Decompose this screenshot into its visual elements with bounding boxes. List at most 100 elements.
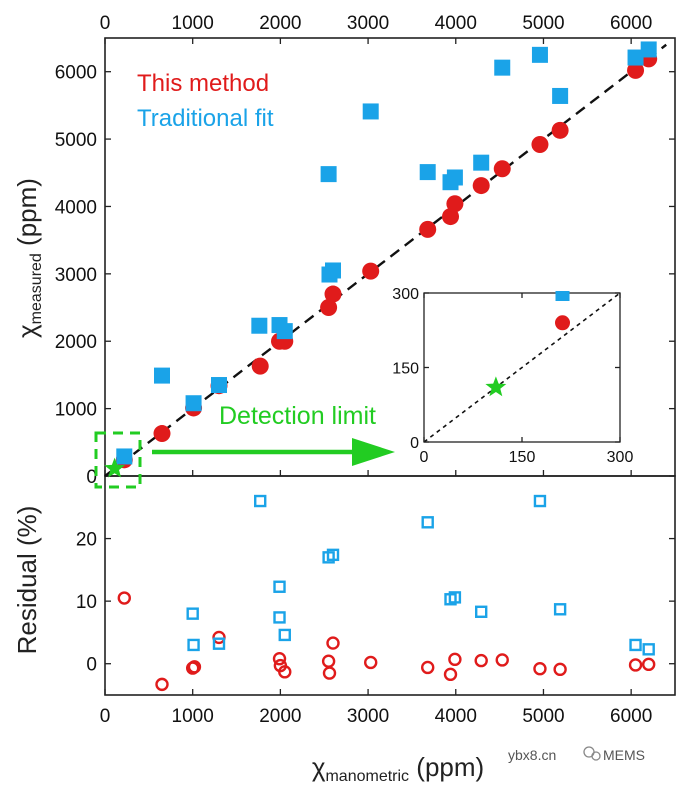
inset-content: 0 150 300 0 150 300 (392, 286, 633, 466)
y-tick-label: 1000 (55, 400, 97, 421)
tick-marks (104, 38, 675, 695)
traditional-fit-point (627, 49, 644, 66)
traditional-fit-point (116, 448, 133, 465)
residual-this-method-point (326, 636, 340, 650)
x-axis-unit: (ppm) (416, 752, 484, 782)
this-method-point (324, 285, 342, 303)
traditional-fit-point (211, 377, 227, 394)
inset-y-tick-label: 300 (392, 286, 419, 303)
residual-traditional-point (642, 643, 655, 656)
bottom-panel-points (117, 494, 656, 692)
this-method-point (442, 208, 460, 226)
x-tick-label-bottom: 5000 (522, 706, 564, 727)
inset-x-tick-label: 150 (509, 449, 536, 466)
traditional-fit-point (362, 103, 379, 120)
y-tick-label: 2000 (55, 332, 97, 353)
inset-y-tick-label: 150 (392, 361, 419, 378)
traditional-fit-point (325, 262, 341, 279)
detection-limit-label: Detection limit (219, 402, 376, 430)
traditional-fit-point (320, 166, 337, 183)
legend-traditional-fit: Traditional fit (137, 105, 274, 132)
detection-limit-star (104, 457, 126, 478)
residual-tick-label: 10 (76, 592, 97, 613)
residual-traditional-point (187, 638, 200, 652)
residual-this-method-point (628, 658, 643, 672)
y-tick-label: 5000 (55, 130, 97, 151)
this-method-point (493, 160, 511, 178)
traditional-fit-point (494, 59, 511, 76)
traditional-fit-point (473, 154, 490, 171)
residual-tick-label: 20 (76, 530, 97, 551)
residual-traditional-point (186, 607, 199, 620)
watermark-site: ybx8.cn (508, 747, 556, 763)
y-axis-unit: (ppm) (12, 178, 42, 246)
x-tick-label-top: 0 (100, 13, 111, 34)
inset-detection-star (485, 376, 507, 397)
y-tick-label: 6000 (55, 63, 97, 84)
residual-traditional-point (553, 603, 567, 616)
residual-this-method-point (495, 653, 509, 667)
residual-this-method-point (272, 652, 287, 666)
x-tick-label-top: 1000 (172, 13, 214, 34)
detection-limit-box (94, 431, 142, 489)
residual-this-method-point (641, 657, 656, 672)
inset-y-tick-label: 0 (410, 435, 419, 452)
traditional-fit-point (251, 317, 268, 334)
this-method-point (362, 262, 380, 280)
x-axis-symbol: χ (312, 752, 326, 782)
x-tick-label-bottom: 4000 (435, 706, 477, 727)
residual-this-method-point (278, 665, 292, 679)
traditional-fit-point (531, 46, 548, 63)
residual-this-method-point (448, 652, 462, 667)
this-method-point (627, 61, 645, 79)
traditional-fit-point (154, 367, 170, 384)
this-method-point (153, 425, 171, 443)
x-axis-subscript: manometric (325, 768, 409, 785)
residual-traditional-point (533, 494, 547, 508)
legend-this-method: This method (137, 70, 269, 97)
x-tick-label-top: 6000 (610, 13, 652, 34)
residual-traditional-point (273, 611, 286, 624)
traditional-fit-point (640, 41, 657, 58)
x-tick-label-bottom: 2000 (259, 706, 301, 727)
this-method-point (472, 177, 490, 195)
x-tick-label-bottom: 6000 (610, 706, 652, 727)
inset-x-tick-label: 0 (420, 449, 429, 466)
this-method-point (320, 299, 338, 317)
tick-labels: 0010001000200020003000300040004000500050… (55, 13, 653, 727)
x-tick-label-bottom: 3000 (347, 706, 389, 727)
residual-traditional-point (212, 637, 226, 650)
y-axis-subscript: measured (28, 253, 45, 324)
y-axis-symbol: χ (12, 324, 42, 338)
traditional-fit-point (552, 87, 569, 104)
traditional-fit-point (446, 169, 463, 186)
y-tick-label: 3000 (55, 265, 97, 286)
bottom-panel-frame (104, 475, 676, 696)
residual-this-method-point (212, 630, 226, 645)
x-tick-label-bottom: 1000 (172, 706, 214, 727)
residual-traditional-point (475, 605, 488, 618)
svg-text:Residual (%): Residual (%) (12, 506, 42, 655)
top-y-axis-label: χmeasured (ppm) (12, 178, 45, 338)
top-panel-points (104, 41, 658, 478)
residual-traditional-point (448, 591, 462, 604)
x-tick-label-top: 3000 (347, 13, 389, 34)
residual-traditional-point (326, 548, 340, 562)
x-tick-label-bottom: 0 (100, 706, 111, 727)
x-tick-label-top: 5000 (522, 13, 564, 34)
residual-traditional-point (629, 638, 642, 652)
this-method-point (446, 195, 464, 213)
detection-limit-marker (94, 431, 395, 489)
residual-this-method-point (533, 662, 547, 676)
this-method-point (419, 220, 437, 238)
inset-this-method-point (555, 315, 571, 331)
residual-traditional-point (254, 494, 267, 508)
residual-this-method-point (117, 591, 131, 605)
residual-traditional-point (421, 516, 434, 529)
x-axis-label: χmanometric (ppm) (312, 752, 484, 785)
residual-this-method-point (421, 660, 435, 675)
residual-traditional-point (273, 580, 286, 593)
detection-limit-arrow-head (352, 438, 395, 466)
residual-this-method-point (322, 666, 337, 680)
